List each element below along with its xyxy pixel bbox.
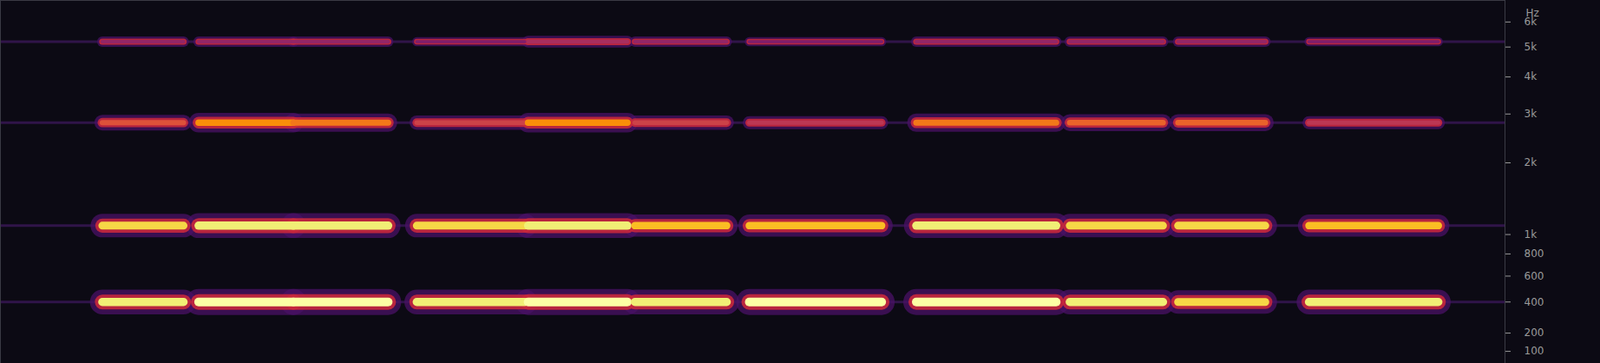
svg-text:6k: 6k — [1524, 15, 1537, 28]
svg-text:200: 200 — [1524, 326, 1545, 339]
svg-text:5k: 5k — [1524, 40, 1538, 53]
svg-text:800: 800 — [1524, 247, 1545, 260]
svg-text:2k: 2k — [1524, 156, 1538, 169]
svg-text:Hz: Hz — [1526, 6, 1540, 20]
svg-text:600: 600 — [1524, 269, 1545, 282]
svg-text:1k: 1k — [1524, 228, 1538, 241]
svg-text:100: 100 — [1524, 344, 1545, 357]
svg-text:3k: 3k — [1524, 107, 1538, 120]
svg-text:400: 400 — [1524, 295, 1545, 309]
svg-text:4k: 4k — [1524, 70, 1538, 83]
